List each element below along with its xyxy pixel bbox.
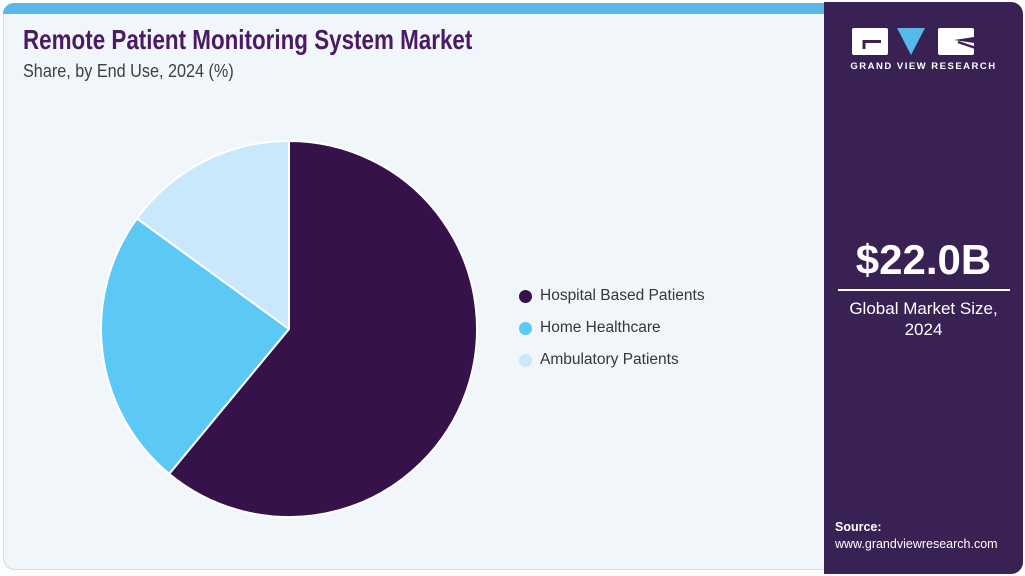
chart-legend: Hospital Based Patients Home Healthcare … <box>519 286 705 382</box>
pie-chart <box>100 140 478 518</box>
logo-g-mark <box>862 40 881 49</box>
pie-slice-0 <box>168 140 478 518</box>
logo-r-block <box>938 28 974 55</box>
logo-r-leg <box>957 40 990 54</box>
gvr-logo-icon <box>852 28 990 55</box>
pie-slice-1 <box>100 217 290 475</box>
page-title: Remote Patient Monitoring System Market <box>23 24 473 55</box>
accent-strip <box>3 3 825 14</box>
market-size-block: $22.0B Global Market Size, 2024 <box>824 236 1023 341</box>
legend-item-home-healthcare: Home Healthcare <box>519 318 705 338</box>
divider <box>837 289 1010 292</box>
market-size-caption: Global Market Size, 2024 <box>849 299 998 340</box>
pie-chart-area <box>99 139 479 519</box>
legend-label: Home Healthcare <box>540 319 661 336</box>
source-label: Source: <box>835 520 882 534</box>
logo-v-triangle <box>897 28 925 55</box>
legend-dot-icon <box>519 289 532 303</box>
market-size-value: $22.0B <box>855 236 992 283</box>
brand-sidebar: GRAND VIEW RESEARCH $22.0B Global Market… <box>824 2 1023 574</box>
pie-slice-2 <box>135 140 290 330</box>
legend-label: Hospital Based Patients <box>540 287 705 304</box>
chart-card: Remote Patient Monitoring System Market … <box>3 3 825 570</box>
legend-dot-icon <box>519 321 532 335</box>
brand-wordmark: GRAND VIEW RESEARCH <box>850 61 997 72</box>
source-block: Source: www.grandviewresearch.com <box>835 519 998 553</box>
legend-label: Ambulatory Patients <box>540 351 679 368</box>
legend-item-ambulatory-patients: Ambulatory Patients <box>519 350 705 370</box>
logo-r-notch <box>954 37 974 43</box>
legend-item-hospital-based-patients: Hospital Based Patients <box>519 286 705 306</box>
source-url: www.grandviewresearch.com <box>835 537 998 551</box>
page-subtitle: Share, by End Use, 2024 (%) <box>23 61 234 81</box>
legend-dot-icon <box>519 353 532 367</box>
